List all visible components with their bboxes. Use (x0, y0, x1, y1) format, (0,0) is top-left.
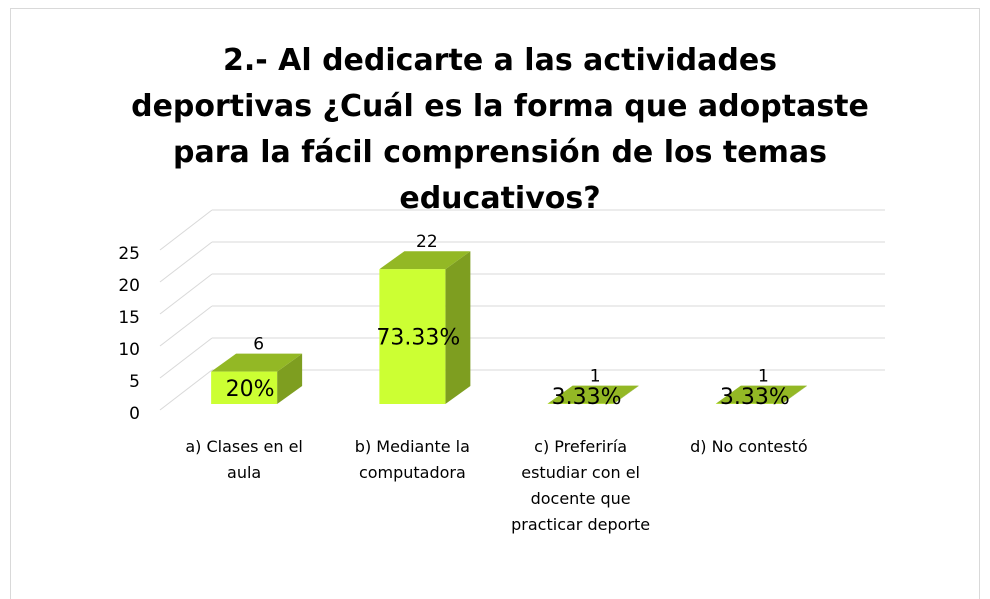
grid-line-side (159, 337, 213, 379)
x-tick-label: c) Preferiría estudiar con el docente qu… (511, 437, 651, 534)
bar-side (277, 353, 303, 404)
percent-label: 3.33% (552, 385, 622, 410)
bar-side (445, 251, 471, 404)
bar (379, 269, 446, 404)
bar-top (379, 251, 471, 270)
grid-line-side (159, 305, 213, 347)
y-tick-label: 10 (118, 340, 140, 360)
grid-line-side (159, 369, 213, 411)
y-tick-label: 25 (118, 244, 140, 264)
grid-line-side (159, 273, 213, 315)
bar-top (715, 385, 807, 404)
value-label: 1 (758, 367, 769, 387)
bar (211, 371, 278, 404)
percent-label: 73.33% (376, 326, 460, 351)
percent-label: 20% (226, 377, 275, 402)
x-tick-label: b) Mediante la computadora (354, 437, 470, 482)
y-tick-label: 15 (118, 308, 140, 328)
bar-top (211, 353, 303, 372)
value-label: 22 (416, 232, 438, 252)
x-tick-label: d) No contestó (690, 437, 808, 456)
y-tick-label: 0 (129, 404, 140, 424)
bar-side (613, 385, 639, 404)
chart-frame (10, 8, 980, 599)
value-label: 1 (590, 367, 601, 387)
grid-line-side (159, 209, 213, 251)
y-tick-label: 5 (129, 372, 140, 392)
bar-side (781, 385, 807, 404)
x-tick-label: a) Clases en el aula (185, 437, 303, 482)
value-label: 6 (253, 335, 264, 355)
bar-top (547, 385, 639, 404)
percent-label: 3.33% (720, 385, 790, 410)
chart-title: 2.- Al dedicarte a las actividades depor… (131, 43, 869, 216)
y-tick-label: 20 (118, 276, 140, 296)
grid-line-side (159, 241, 213, 283)
